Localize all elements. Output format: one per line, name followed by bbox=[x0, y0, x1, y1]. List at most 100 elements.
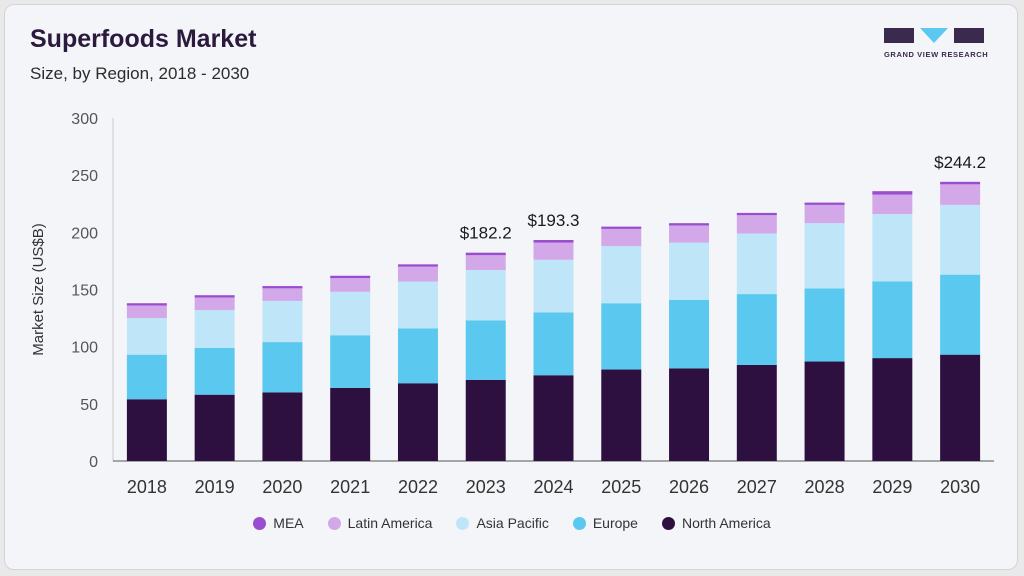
legend-item: Asia Pacific bbox=[456, 515, 549, 531]
x-tick-label: 2025 bbox=[601, 477, 641, 497]
bar-segment bbox=[330, 387, 371, 461]
bar-segment bbox=[533, 312, 574, 376]
bar-total-label: $244.2 bbox=[934, 153, 986, 172]
legend-label: Asia Pacific bbox=[476, 515, 549, 531]
bar-segment bbox=[804, 361, 845, 461]
grand-view-research-logo bbox=[884, 28, 984, 43]
bar-segment bbox=[601, 226, 642, 229]
bar-segment bbox=[940, 354, 981, 461]
bar-segment bbox=[330, 275, 371, 279]
bar-segment bbox=[804, 223, 845, 289]
bar-segment bbox=[669, 223, 710, 226]
x-tick-label: 2027 bbox=[737, 477, 777, 497]
chart-subtitle: Size, by Region, 2018 - 2030 bbox=[30, 64, 250, 83]
bar-segment bbox=[126, 318, 167, 355]
x-tick-label: 2028 bbox=[805, 477, 845, 497]
bar-segment bbox=[601, 246, 642, 304]
logo-triangle bbox=[920, 28, 948, 43]
legend-item: North America bbox=[661, 515, 771, 531]
bar-segment bbox=[533, 239, 574, 243]
legend-label: North America bbox=[681, 515, 771, 531]
chart-legend: MEA Latin America Asia Pacific Europe North … bbox=[0, 515, 1024, 531]
bar-segment bbox=[601, 228, 642, 247]
x-tick-label: 2018 bbox=[127, 477, 167, 497]
y-tick-label: 100 bbox=[71, 340, 98, 357]
bar-segment bbox=[669, 242, 710, 300]
chart-title: Superfoods Market bbox=[30, 25, 257, 53]
bar-segment bbox=[804, 288, 845, 362]
bar-segment bbox=[262, 286, 303, 289]
x-tick-label: 2022 bbox=[398, 477, 438, 497]
legend-label: MEA bbox=[273, 515, 304, 531]
y-tick-label: 50 bbox=[80, 397, 98, 414]
bar-segment bbox=[194, 295, 235, 298]
y-tick-label: 0 bbox=[89, 454, 98, 471]
bar-segment bbox=[465, 270, 506, 321]
bar-segment bbox=[194, 297, 235, 311]
legend-label: Europe bbox=[592, 515, 638, 531]
bar-segment bbox=[804, 202, 845, 205]
legend-swatch bbox=[456, 516, 470, 530]
bar-segment bbox=[465, 320, 506, 380]
legend-item: Latin America bbox=[327, 515, 433, 531]
bar-segment bbox=[262, 300, 303, 343]
logo-block-right bbox=[954, 28, 984, 43]
bar-segment bbox=[736, 364, 777, 461]
x-tick-label: 2021 bbox=[330, 477, 370, 497]
bar-segment bbox=[940, 204, 981, 275]
bar-segment bbox=[601, 303, 642, 370]
y-tick-label: 300 bbox=[71, 111, 98, 128]
bar-segment bbox=[397, 328, 438, 384]
bar-segment bbox=[804, 204, 845, 224]
bar-segment bbox=[736, 215, 777, 234]
bar-segment bbox=[736, 233, 777, 295]
bar-segment bbox=[397, 281, 438, 329]
bar-segment bbox=[669, 225, 710, 243]
y-axis-label: Market Size (US$B) bbox=[30, 223, 47, 356]
x-tick-label: 2030 bbox=[940, 477, 980, 497]
legend-swatch bbox=[661, 516, 675, 530]
bar-segment bbox=[533, 242, 574, 260]
bar-segment bbox=[397, 383, 438, 461]
legend-swatch bbox=[253, 516, 267, 530]
bar-segment bbox=[872, 214, 913, 282]
bar-segment bbox=[669, 299, 710, 369]
bar-segment bbox=[736, 294, 777, 365]
bar-segment bbox=[940, 184, 981, 205]
bar-segment bbox=[465, 255, 506, 271]
bar-segment bbox=[126, 399, 167, 461]
legend-item: Europe bbox=[572, 515, 638, 531]
bar-segment bbox=[397, 264, 438, 267]
x-tick-label: 2019 bbox=[195, 477, 235, 497]
bar-segment bbox=[194, 394, 235, 461]
x-tick-label: 2026 bbox=[669, 477, 709, 497]
bar-segment bbox=[872, 358, 913, 461]
bar-segment bbox=[262, 392, 303, 461]
x-tick-label: 2020 bbox=[262, 477, 302, 497]
legend-swatch bbox=[327, 516, 341, 530]
bar-segment bbox=[601, 369, 642, 461]
legend-item: MEA bbox=[253, 515, 304, 531]
bar-segment bbox=[465, 379, 506, 461]
bar-segment bbox=[126, 305, 167, 319]
y-tick-label: 200 bbox=[71, 225, 98, 242]
bar-segment bbox=[940, 274, 981, 355]
bar-segment bbox=[465, 252, 506, 256]
x-tick-label: 2024 bbox=[533, 477, 573, 497]
y-tick-label: 250 bbox=[71, 168, 98, 185]
logo-block-left bbox=[884, 28, 914, 43]
chart-card bbox=[4, 4, 1018, 570]
legend-label: Latin America bbox=[347, 515, 433, 531]
bar-total-label: $193.3 bbox=[528, 211, 580, 230]
bar-segment bbox=[940, 181, 981, 185]
bar-segment bbox=[262, 288, 303, 301]
bar-total-label: $182.2 bbox=[460, 224, 512, 243]
bar-segment bbox=[872, 281, 913, 359]
bar-segment bbox=[872, 191, 913, 195]
bar-segment bbox=[397, 266, 438, 282]
x-tick-label: 2023 bbox=[466, 477, 506, 497]
bar-segment bbox=[330, 291, 371, 336]
bar-segment bbox=[330, 335, 371, 388]
y-tick-label: 150 bbox=[71, 283, 98, 300]
bar-segment bbox=[194, 347, 235, 395]
